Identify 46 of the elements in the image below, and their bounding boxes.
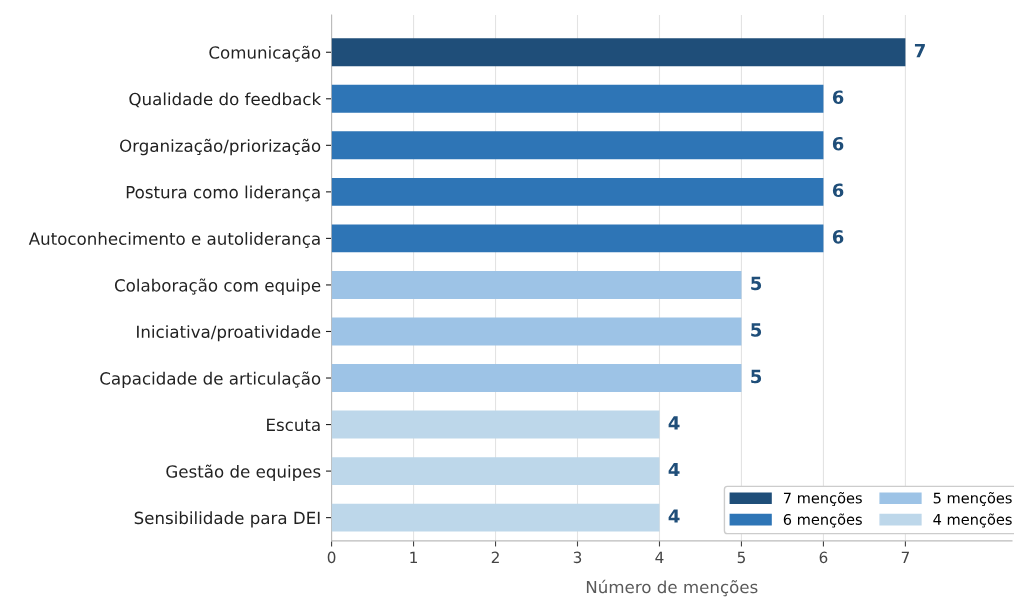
- x-tick-label: 3: [573, 551, 582, 564]
- legend-label: 7 menções: [783, 491, 862, 507]
- bar: [331, 410, 660, 439]
- y-tick-label: Colaboração com equipe: [114, 278, 321, 295]
- data-label: 6: [832, 136, 844, 151]
- legend-label: 5 menções: [933, 491, 1012, 507]
- bar: [331, 503, 660, 532]
- x-tick-label: 2: [491, 551, 499, 563]
- bar: [331, 84, 824, 113]
- bar: [331, 317, 742, 346]
- bar: [331, 131, 824, 160]
- y-tick-label: Capacidade de articulação: [100, 371, 321, 388]
- bar: [331, 457, 660, 486]
- y-tick-label: Postura como liderança: [126, 185, 320, 202]
- data-label: 5: [751, 276, 762, 291]
- data-label: 4: [668, 509, 680, 523]
- data-label: 4: [668, 416, 680, 430]
- y-tick-label: Sensibilidade para DEI: [134, 511, 320, 528]
- bar: [331, 177, 824, 206]
- x-tick-label: 4: [655, 551, 664, 563]
- data-label: 5: [751, 369, 762, 384]
- y-tick-label: Comunicação: [209, 45, 321, 62]
- legend-label: 6 menções: [783, 513, 862, 528]
- bar: [331, 364, 742, 392]
- x-tick-label: 7: [901, 551, 909, 563]
- data-label: 4: [668, 462, 680, 477]
- y-tick-label: Gestão de equipes: [166, 464, 321, 482]
- bar: [331, 270, 742, 299]
- x-tick-label: 0: [327, 551, 336, 564]
- y-tick-label: Qualidade do feedback: [129, 92, 322, 108]
- y-tick-label: Organização/priorização: [120, 138, 321, 156]
- x-tick-label: 1: [410, 551, 417, 563]
- data-label: 6: [832, 230, 844, 244]
- legend-label: 4 menções: [933, 513, 1012, 528]
- x-tick-label: 6: [819, 551, 828, 564]
- bar: [331, 224, 824, 253]
- data-label: 7: [914, 44, 925, 58]
- x-tick-label: 5: [737, 551, 745, 564]
- data-label: 6: [832, 183, 844, 198]
- y-tick-label: Autoconhecimento e autoliderança: [28, 232, 320, 248]
- x-axis-title: Número de menções: [586, 579, 758, 597]
- data-label: 5: [751, 323, 762, 337]
- bar: [331, 38, 906, 67]
- y-tick-label: Iniciativa/proatividade: [137, 325, 321, 342]
- data-label: 6: [832, 90, 844, 105]
- y-tick-label: Escuta: [267, 418, 320, 432]
